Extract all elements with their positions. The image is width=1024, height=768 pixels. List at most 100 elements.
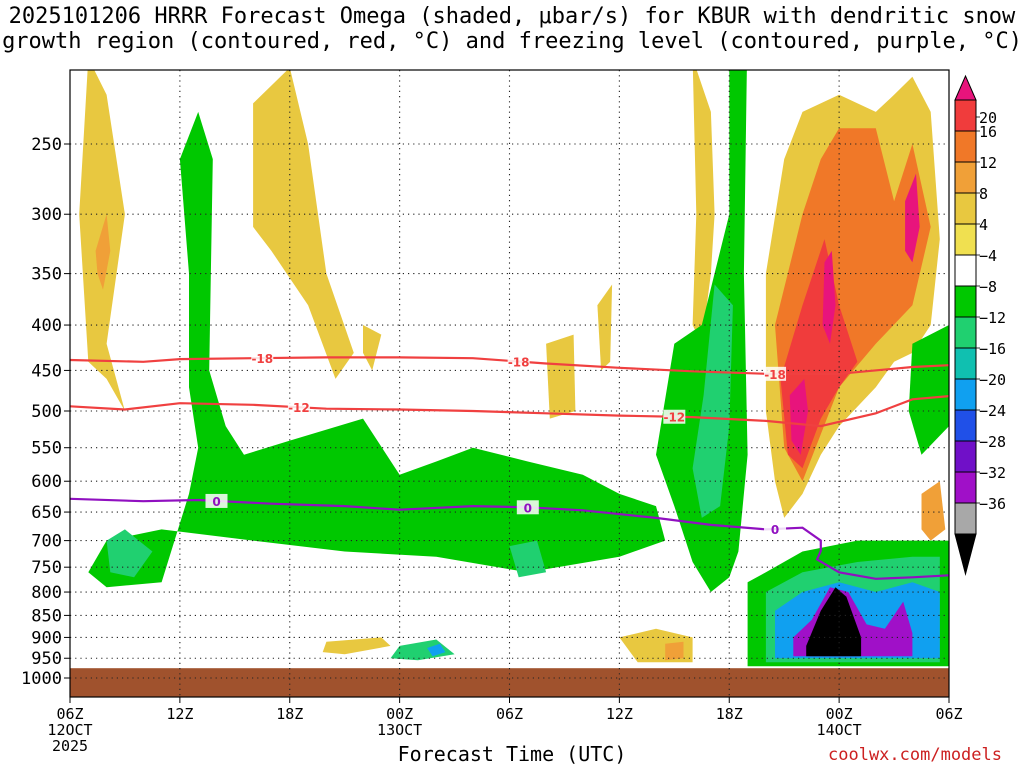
colorbar-label: −28 <box>979 433 1006 451</box>
omega-region-late-pink-2 <box>822 250 836 344</box>
omega-region-right-green-lower <box>908 325 949 455</box>
y-tick-label: 500 <box>31 402 62 422</box>
colorbar-label: 8 <box>979 185 988 203</box>
y-tick-label: 450 <box>31 361 62 381</box>
dendritic-contour-m18-label-bg <box>764 366 787 381</box>
freezing-level-contour-label: 0 <box>212 495 220 509</box>
omega-region-right-orange-lower <box>921 481 946 541</box>
omega-region-upper-mid-ascent <box>253 70 354 379</box>
y-tick-label: 550 <box>31 439 62 459</box>
colorbar-label: −20 <box>979 371 1006 389</box>
dendritic-contour-m12 <box>70 395 949 428</box>
colorbar-segment <box>954 502 977 535</box>
colorbar-segment <box>954 99 977 132</box>
dendritic-contour-m12-label: -12 <box>663 411 685 425</box>
colorbar-label: −4 <box>979 247 997 265</box>
x-tick-label: 00Z <box>826 705 853 723</box>
colorbar-segment <box>954 440 977 473</box>
colorbar-segment <box>954 378 977 411</box>
colorbar-label: 4 <box>979 216 988 234</box>
colorbar-segment <box>954 347 977 380</box>
colorbar-label: −24 <box>979 402 1006 420</box>
y-tick-label: 1000 <box>21 669 62 689</box>
dendritic-contour-m18-label-bg <box>251 351 274 366</box>
freezing-level-contour-label-bg <box>764 522 787 537</box>
y-tick-label: 750 <box>31 558 62 578</box>
colorbar-label: −12 <box>979 309 1006 327</box>
omega-region-upper-mid-ascent-b <box>363 325 382 371</box>
x-tick-label: 06Z <box>496 705 523 723</box>
colorbar-top-arrow <box>954 74 977 101</box>
omega-region-mid-yellow-sliver <box>597 284 613 371</box>
dendritic-contour-m18-label: -18 <box>508 356 530 370</box>
y-tick-label: 900 <box>31 628 62 648</box>
colorbar-segment <box>954 285 977 318</box>
omega-region-upper-left-ascent-core <box>95 214 111 290</box>
x-axis-label: Forecast Time (UTC) <box>397 742 627 766</box>
dendritic-contour-m18-label: -18 <box>251 352 273 366</box>
colorbar-label: 12 <box>979 154 997 172</box>
colorbar-segment <box>954 192 977 225</box>
omega-region-mid-yellow-patch <box>546 334 576 419</box>
omega-region-late-teal-tower <box>692 284 733 518</box>
y-tick-label: 600 <box>31 472 62 492</box>
omega-region-left-teal-patch <box>106 529 153 578</box>
colorbar-label: 20 <box>979 109 997 127</box>
x-tick-label: 2025 <box>52 737 88 755</box>
colorbar-label: −36 <box>979 495 1006 513</box>
freezing-level-contour-label-bg <box>205 493 228 508</box>
omega-region-late-right-pink <box>905 173 920 263</box>
y-tick-label: 350 <box>31 265 62 285</box>
colorbar-segment <box>954 316 977 349</box>
chart-title: 2025101206 HRRR Forecast Omega (shaded, … <box>2 4 1022 54</box>
freezing-level-contour <box>70 497 949 580</box>
watermark: coolwx.com/models <box>828 745 1002 765</box>
dendritic-contour-m12-label: -12 <box>288 401 310 415</box>
y-tick-label: 300 <box>31 205 62 225</box>
x-tick-label: 12Z <box>166 705 193 723</box>
freezing-level-contour-label-bg <box>516 500 539 515</box>
omega-region-mid-green-curtain <box>88 111 666 588</box>
y-tick-label: 400 <box>31 316 62 336</box>
freezing-level-contour-label: 0 <box>771 523 779 537</box>
omega-region-lower-orange-right <box>665 641 684 661</box>
omega-region-late-ascent-band <box>692 70 715 344</box>
colorbar-segment <box>954 254 977 287</box>
ground-surface <box>70 668 949 697</box>
y-tick-label: 850 <box>31 606 62 626</box>
dendritic-contour-m12-label-bg <box>663 409 686 424</box>
y-tick-label: 250 <box>31 135 62 155</box>
dendritic-contour-m18-label: -18 <box>764 368 786 382</box>
dendritic-contour-m18-label-bg <box>507 354 530 369</box>
colorbar-segment <box>954 130 977 163</box>
x-tick-label: 00Z <box>386 705 413 723</box>
colorbar-label: 16 <box>979 123 997 141</box>
x-tick-label: 12Z <box>606 705 633 723</box>
omega-region-mid-teal-patch <box>509 540 547 578</box>
omega-region-late-pink <box>789 378 808 455</box>
colorbar-segment <box>954 409 977 442</box>
x-tick-label: 18Z <box>716 705 743 723</box>
colorbar-label: −32 <box>979 464 1006 482</box>
omega-region-small-blue-dot <box>427 643 446 657</box>
x-tick-label: 12OCT <box>47 721 92 739</box>
x-tick-label: 18Z <box>276 705 303 723</box>
colorbar-bottom-arrow <box>954 533 977 576</box>
colorbar-label: −8 <box>979 278 997 296</box>
x-tick-label: 06Z <box>56 705 83 723</box>
y-tick-label: 650 <box>31 503 62 523</box>
colorbar-label: −16 <box>979 340 1006 358</box>
colorbar-segment <box>954 471 977 504</box>
colorbar-segment <box>954 223 977 256</box>
colorbar-segment <box>954 161 977 194</box>
omega-region-lower-right-black <box>806 587 862 657</box>
omega-region-mid-low-yellow <box>322 637 391 655</box>
x-tick-label: 14OCT <box>817 721 862 739</box>
x-tick-label: 13OCT <box>377 721 422 739</box>
freezing-level-contour-label: 0 <box>524 501 532 515</box>
y-tick-label: 700 <box>31 532 62 552</box>
dendritic-contour-m12-label-bg <box>287 400 310 415</box>
y-tick-label: 950 <box>31 649 62 669</box>
